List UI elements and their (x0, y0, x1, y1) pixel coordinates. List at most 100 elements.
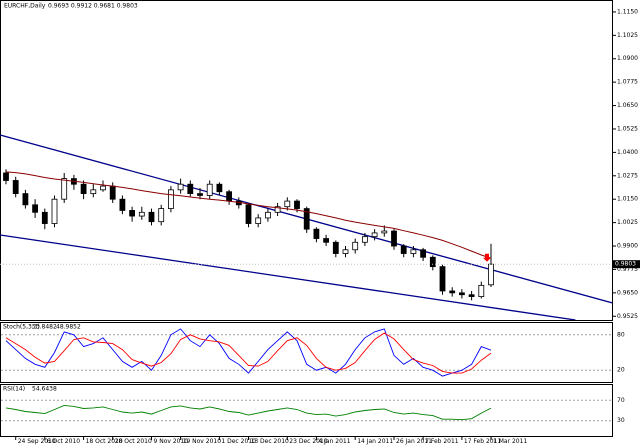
candle-body (61, 178, 68, 200)
y-tick-label: 30 (617, 417, 625, 424)
candle-body (119, 198, 126, 211)
candle-body (400, 245, 407, 254)
y-tick-label: 0.9650 (617, 289, 638, 296)
candle-body (177, 183, 184, 191)
rsi-frame (0, 384, 613, 437)
candle-body (109, 185, 116, 200)
candle-body (420, 249, 427, 258)
candle-body (284, 200, 291, 208)
candle-body (274, 206, 281, 213)
candle-body (226, 191, 233, 202)
candle-body (216, 183, 223, 193)
x-tick-label: 1 Dec 2010 (221, 438, 256, 445)
candle-body (41, 211, 48, 224)
candle-body (90, 189, 97, 194)
candle-body (255, 217, 262, 224)
candle-body (332, 241, 339, 254)
candle-body (410, 249, 417, 254)
candle-body (3, 172, 9, 181)
x-tick-label: 28 Oct 2010 (115, 438, 152, 445)
y-tick-label: 1.1150 (617, 8, 638, 15)
candle-body (439, 266, 446, 292)
x-tick-label: 19 Nov 2010 (183, 438, 222, 445)
main-frame (0, 0, 613, 321)
y-tick-label: 70 (617, 397, 625, 404)
trend-line (0, 234, 576, 320)
y-tick-label: 1.0275 (617, 172, 638, 179)
candle-body (468, 294, 475, 297)
candle-body (449, 290, 456, 294)
y-tick-label: 1.0775 (617, 79, 638, 86)
x-tick-label: 4 Jan 2011 (318, 438, 350, 445)
candle-body (391, 230, 397, 247)
y-tick-label: 1.0525 (617, 125, 638, 132)
candle-body (352, 241, 359, 251)
candle-body (12, 180, 19, 194)
x-tick-label: 14 Jan 2011 (357, 438, 393, 445)
indicator-value: 54.6438 (32, 386, 57, 393)
candle-body (51, 198, 58, 224)
y-tick-label: 20 (617, 367, 625, 374)
candle-body (22, 193, 29, 206)
y-tick-label: 0.9525 (617, 313, 638, 320)
indicator-value: 48.9852 (56, 324, 81, 331)
candle-body (148, 211, 155, 223)
candle-body (458, 292, 465, 296)
x-tick-label: 24 Sep 2010 (18, 438, 56, 445)
indicator-line (5, 328, 492, 377)
x-tick-label: 9 Nov 2010 (154, 438, 189, 445)
candle-body (478, 284, 485, 297)
candle-body (371, 232, 378, 238)
y-tick-label: 80 (617, 331, 625, 338)
x-tick-label: 26 Jan 2011 (396, 438, 432, 445)
candle-body (381, 230, 388, 234)
header-values: 0.9693 0.9912 0.9681 0.9803 (48, 3, 138, 10)
moving-average (5, 171, 492, 259)
chart-title: EURCHF,Daily (4, 3, 46, 10)
indicator-line (5, 332, 492, 374)
candle-body (342, 249, 349, 254)
indicator-line (5, 404, 492, 421)
y-tick-label: 1.0025 (617, 219, 638, 226)
y-tick-label: 1.0650 (617, 102, 638, 109)
candle-body (197, 193, 203, 196)
x-tick-label: 18 Oct 2010 (86, 438, 123, 445)
x-tick-label: 6 Oct 2010 (47, 438, 80, 445)
price-area (0, 134, 612, 320)
price-tag (613, 260, 640, 269)
candle-body (313, 228, 320, 239)
candle-body (138, 211, 145, 217)
y-tick-label: 0.9775 (617, 266, 638, 273)
candle-body (303, 208, 310, 230)
y-tick-label: 1.0150 (617, 196, 638, 203)
stoch-frame (0, 322, 613, 383)
candle-body (488, 263, 494, 286)
indicator-title: RSI(14) (3, 386, 25, 393)
x-tick-label: 17 Feb 2011 (464, 438, 502, 445)
candle-body (361, 236, 368, 243)
candle-body (187, 183, 194, 194)
candle-body (100, 185, 106, 191)
signal-arrow (483, 253, 491, 262)
indicator-value: 53.8482 (32, 324, 57, 331)
candle-body (167, 189, 174, 209)
x-tick-label: 1 Mar 2011 (493, 438, 527, 445)
candle-body (294, 200, 300, 209)
price-tag-label: 0.9803 (615, 261, 636, 268)
candle-body (323, 238, 330, 243)
candle-body (264, 211, 271, 219)
y-tick-label: 0.9900 (617, 243, 638, 250)
x-tick-label: 7 Feb 2011 (425, 438, 459, 445)
candle-body (429, 256, 436, 268)
trend-line (0, 134, 612, 304)
y-tick-label: 1.0400 (617, 149, 638, 156)
indicator-title: Stoch(5,3,3) (3, 324, 40, 331)
candle-body (80, 183, 87, 194)
candle-body (206, 183, 213, 196)
x-tick-label: 23 Dec 2010 (289, 438, 328, 445)
candle-body (158, 208, 165, 223)
y-tick-label: 1.1025 (617, 32, 638, 39)
candle-body (32, 204, 38, 213)
candle-body (129, 210, 136, 217)
